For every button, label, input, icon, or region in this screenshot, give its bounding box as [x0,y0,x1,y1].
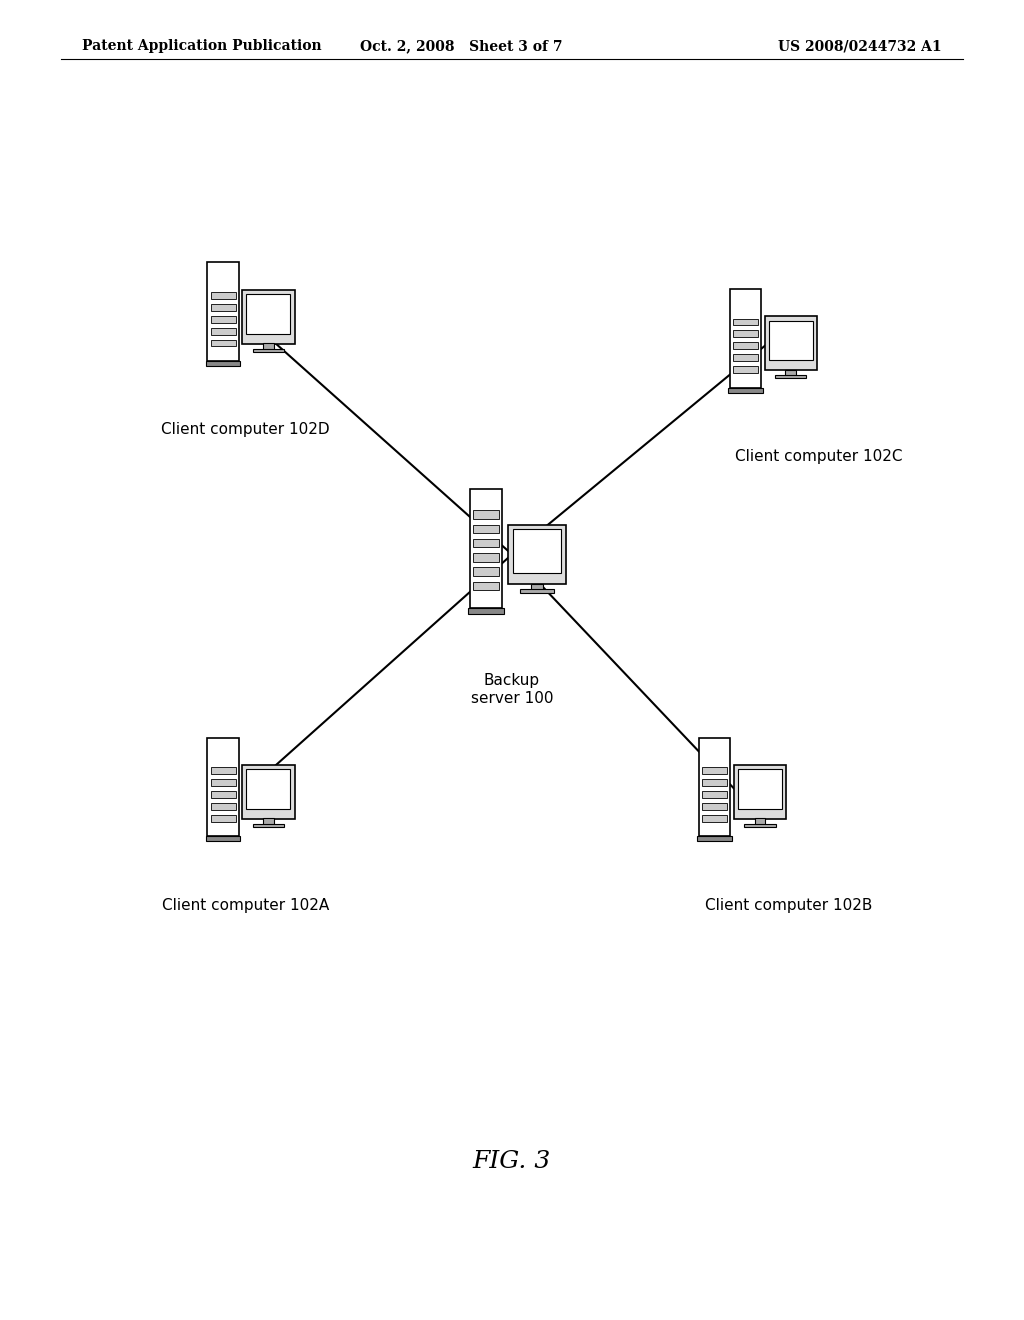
Bar [263,343,273,350]
Text: US 2008/0244732 A1: US 2008/0244732 A1 [778,40,942,53]
Text: Client computer 102C: Client computer 102C [735,449,903,463]
Bar [247,770,291,809]
Bar [473,539,499,548]
Bar [733,354,758,360]
Bar [473,525,499,533]
Bar [734,766,786,818]
Bar [211,767,236,775]
Bar [508,524,565,583]
Text: Client computer 102B: Client computer 102B [705,898,872,912]
Bar [775,375,806,379]
Bar [730,289,761,388]
Text: FIG. 3: FIG. 3 [473,1150,551,1173]
Bar [702,803,727,809]
Bar [765,317,817,370]
Bar [263,818,273,825]
Bar [728,388,763,392]
Text: Patent Application Publication: Patent Application Publication [82,40,322,53]
Bar [206,362,241,366]
Bar [253,824,284,828]
Bar [738,770,782,809]
Bar [702,767,727,775]
Bar [755,818,765,825]
Bar [211,779,236,787]
Bar [208,738,239,837]
Bar [733,342,758,348]
Bar [473,582,499,590]
Bar [520,590,554,593]
Bar [744,824,775,828]
Bar [247,294,291,334]
Text: Client computer 102D: Client computer 102D [162,422,330,437]
Bar [733,318,758,326]
Bar [253,348,284,352]
Bar [211,791,236,797]
Bar [473,553,499,561]
Bar [211,304,236,312]
Bar [243,766,295,818]
Bar [697,837,732,841]
Bar [531,583,543,591]
Bar [473,568,499,576]
Bar [513,529,561,573]
Text: Client computer 102A: Client computer 102A [162,898,330,912]
Bar [243,290,295,343]
Bar [211,315,236,322]
Bar [206,837,241,841]
Bar [733,366,758,372]
Bar [208,263,239,362]
Bar [211,327,236,334]
Text: Oct. 2, 2008   Sheet 3 of 7: Oct. 2, 2008 Sheet 3 of 7 [359,40,562,53]
Bar [702,814,727,821]
Bar [211,339,236,346]
Bar [769,321,813,360]
Bar [473,511,499,519]
Bar [468,607,504,614]
Bar [470,490,502,607]
Bar [211,803,236,809]
Bar [211,292,236,300]
Bar [702,779,727,787]
Bar [211,814,236,821]
Text: Backup
server 100: Backup server 100 [471,673,553,706]
Bar [702,791,727,797]
Bar [699,738,730,837]
Bar [733,330,758,338]
Bar [785,370,796,376]
